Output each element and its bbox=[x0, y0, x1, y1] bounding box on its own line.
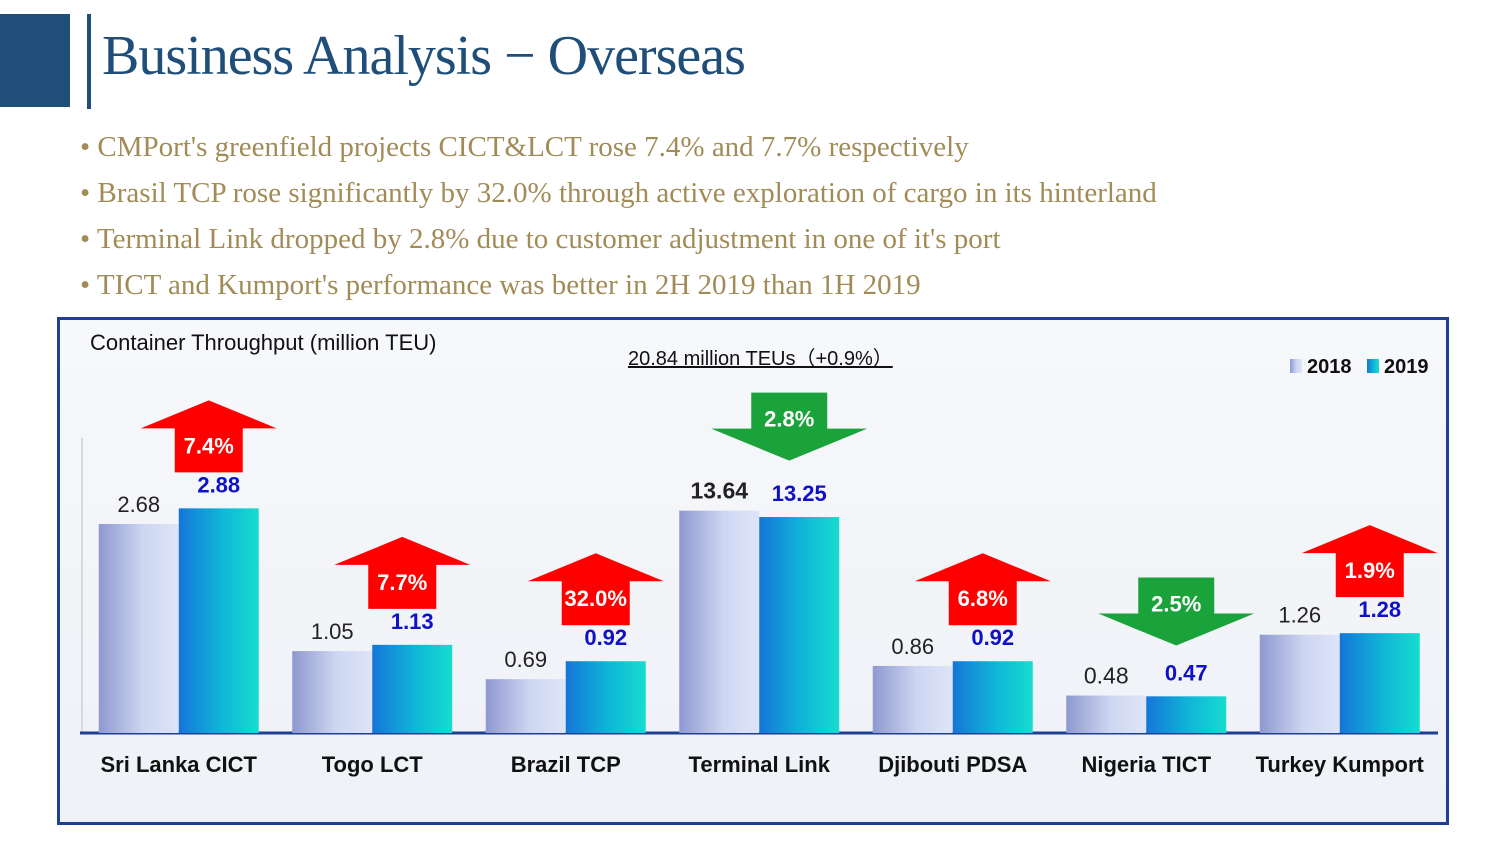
change-label: 1.9% bbox=[1345, 558, 1395, 583]
bullet-item: TICT and Kumport's performance was bette… bbox=[80, 265, 1157, 311]
increase-arrow bbox=[1301, 525, 1438, 598]
legend-label-2018: 2018 bbox=[1307, 356, 1352, 378]
bar-2018 bbox=[872, 665, 953, 733]
legend-label-2019: 2019 bbox=[1384, 356, 1429, 378]
change-label: 7.4% bbox=[184, 433, 234, 458]
bullet-item: CMPort's greenfield projects CICT&LCT ro… bbox=[80, 127, 1157, 173]
bar-2018 bbox=[98, 523, 179, 733]
change-label: 32.0% bbox=[565, 586, 627, 611]
data-label-2019: 0.92 bbox=[584, 625, 627, 650]
change-label: 7.7% bbox=[377, 570, 427, 595]
title-accent-bar bbox=[87, 14, 91, 109]
change-label: 2.5% bbox=[1151, 592, 1201, 617]
decrease-arrow bbox=[1098, 577, 1255, 646]
bar-2018 bbox=[292, 651, 373, 733]
chart-legend: 2018 2019 bbox=[1290, 356, 1429, 378]
data-label-2018: 2.68 bbox=[117, 492, 160, 517]
bar-2019 bbox=[759, 517, 840, 733]
category-label: Sri Lanka CICT bbox=[101, 752, 258, 777]
data-label-2018: 0.48 bbox=[1084, 663, 1129, 689]
legend-swatch-2019 bbox=[1367, 359, 1379, 373]
change-label: 6.8% bbox=[958, 586, 1008, 611]
decrease-arrow bbox=[711, 392, 868, 461]
bar-2019 bbox=[372, 644, 453, 733]
data-label-2019: 2.88 bbox=[197, 472, 240, 497]
bullet-item: Brasil TCP rose significantly by 32.0% t… bbox=[80, 173, 1156, 219]
category-label: Togo LCT bbox=[322, 752, 424, 777]
increase-arrow bbox=[334, 536, 471, 609]
data-label-2019: 0.47 bbox=[1165, 660, 1208, 685]
data-label-2018: 1.05 bbox=[311, 619, 354, 644]
bullet-item: Terminal Link dropped by 2.8% due to cus… bbox=[80, 219, 1157, 265]
data-label-2018: 1.26 bbox=[1278, 603, 1321, 628]
bar-2019 bbox=[1146, 696, 1227, 733]
bullet-list: CMPort's greenfield projects CICT&LCT ro… bbox=[80, 127, 1157, 311]
data-label-2018: 0.86 bbox=[891, 634, 934, 659]
bar-2019 bbox=[178, 508, 259, 733]
category-label: Brazil TCP bbox=[511, 752, 621, 777]
increase-arrow bbox=[527, 553, 664, 626]
chart-title: Container Throughput (million TEU) bbox=[90, 330, 436, 355]
bar-2018 bbox=[1259, 634, 1340, 733]
legend-swatch-2018 bbox=[1290, 359, 1302, 373]
category-label: Nigeria TICT bbox=[1081, 752, 1211, 777]
category-label: Djibouti PDSA bbox=[878, 752, 1027, 777]
data-label-2019: 13.25 bbox=[772, 481, 827, 506]
bar-2019 bbox=[565, 661, 646, 733]
bar-2019 bbox=[952, 661, 1033, 733]
chart-panel: Container Throughput (million TEU) 20.84… bbox=[57, 317, 1449, 825]
page-title: Business Analysis − Overseas bbox=[102, 25, 746, 87]
bar-2018 bbox=[485, 679, 566, 733]
chart-subtitle: 20.84 million TEUs（+0.9%） bbox=[628, 347, 893, 370]
corner-accent-block bbox=[0, 14, 70, 107]
bar-2018 bbox=[1066, 695, 1147, 733]
increase-arrow bbox=[140, 400, 277, 473]
increase-arrow bbox=[914, 553, 1051, 626]
change-label: 2.8% bbox=[764, 407, 814, 432]
category-label: Terminal Link bbox=[689, 752, 831, 777]
data-label-2019: 0.92 bbox=[971, 625, 1014, 650]
data-label-2018: 13.64 bbox=[690, 478, 748, 504]
data-label-2018: 0.69 bbox=[504, 647, 547, 672]
bar-2019 bbox=[1339, 633, 1420, 733]
data-label-2019: 1.13 bbox=[391, 609, 434, 634]
bar-2018 bbox=[679, 510, 760, 733]
data-label-2019: 1.28 bbox=[1358, 597, 1401, 622]
throughput-chart: Container Throughput (million TEU) 20.84… bbox=[80, 330, 1438, 777]
category-label: Turkey Kumport bbox=[1256, 752, 1425, 777]
